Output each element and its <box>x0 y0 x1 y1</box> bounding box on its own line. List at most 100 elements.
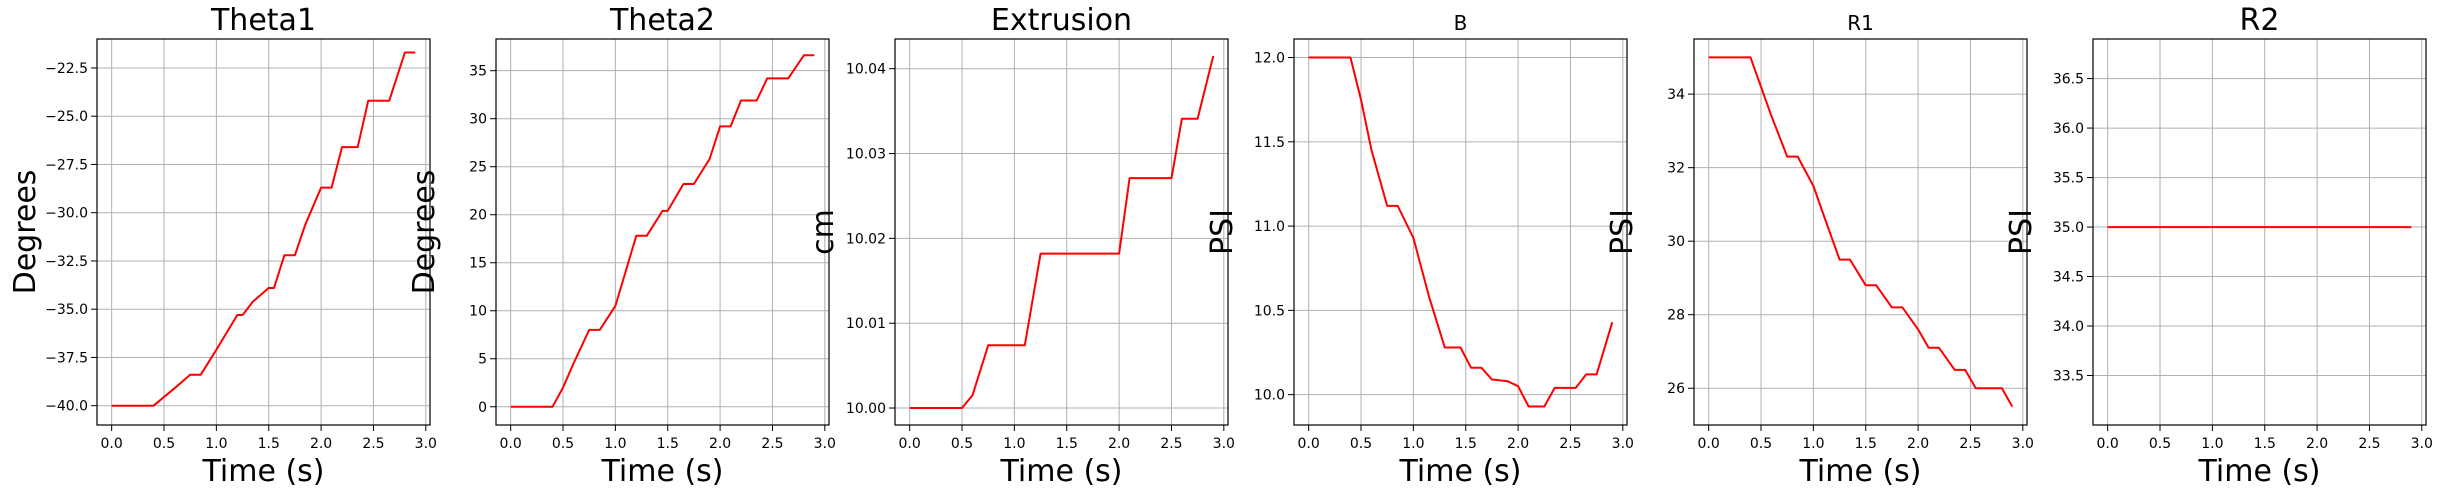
panel-2: 0.0 0.5 1.0 1.5 2.0 2.5 3.0 0 5 10 15 20 25 30 35 Theta… <box>407 3 836 489</box>
x-axis-label: Time (s) <box>601 454 724 489</box>
series-line <box>111 51 416 407</box>
y-tick-label: 10.03 <box>846 147 886 163</box>
x-tick-label: 3.0 <box>1612 436 1634 452</box>
y-tick-label: 30 <box>1667 234 1685 250</box>
y-tick-label: −35.0 <box>45 302 88 318</box>
x-tick-label: 2.5 <box>1959 436 1981 452</box>
chart-title: B <box>1454 11 1468 35</box>
x-tick-label: 1.0 <box>2201 436 2223 452</box>
series-line <box>510 54 815 408</box>
x-tick-label: 1.5 <box>1056 436 1078 452</box>
x-tick-label: 0.5 <box>1350 436 1372 452</box>
x-tick-label: 2.5 <box>1160 436 1182 452</box>
y-tick-label: 10.01 <box>846 316 886 332</box>
y-tick-label: 10.5 <box>1254 303 1285 319</box>
y-axis-label: PSI <box>1205 209 1240 255</box>
panel-1: 0.0 0.5 1.0 1.5 2.0 2.5 3.0 −40.0 −37.5 −35.0 −32.… <box>8 3 437 489</box>
chart-title: R2 <box>2240 3 2280 38</box>
axes-frame <box>2092 38 2427 426</box>
x-tick-label: 1.5 <box>657 436 679 452</box>
y-tick-label: 15 <box>469 256 487 272</box>
y-tick-label: 30 <box>469 112 487 128</box>
y-tick-label: 11.5 <box>1254 135 1285 151</box>
x-tick-label: 0.5 <box>552 436 574 452</box>
x-tick-label: 2.5 <box>362 436 384 452</box>
y-tick-label: 25 <box>469 160 487 176</box>
y-tick-label: 12.0 <box>1254 51 1285 67</box>
chart-title: R1 <box>1847 11 1874 35</box>
x-tick-label: 2.5 <box>2358 436 2380 452</box>
x-tick-label: 1.5 <box>2254 436 2276 452</box>
y-tick-label: 34 <box>1667 87 1685 103</box>
y-tick-label: 10.0 <box>1254 388 1285 404</box>
x-tick-label: 2.0 <box>1108 436 1130 452</box>
axes-frame <box>894 38 1229 426</box>
x-tick-label: 3.0 <box>1213 436 1235 452</box>
x-tick-label: 2.5 <box>1559 436 1581 452</box>
y-tick-label: 34.5 <box>2053 270 2084 286</box>
x-tick-label: 0.0 <box>500 436 522 452</box>
x-axis-label: Time (s) <box>202 454 325 489</box>
x-tick-label: 3.0 <box>2411 436 2433 452</box>
x-tick-label: 0.0 <box>101 436 123 452</box>
y-tick-label: 0 <box>478 400 487 416</box>
x-tick-label: 2.0 <box>2306 436 2328 452</box>
x-tick-label: 0.0 <box>2097 436 2119 452</box>
x-axis-label: Time (s) <box>1799 454 1922 489</box>
y-tick-label: 33.5 <box>2053 369 2084 385</box>
panel-6: 0.0 0.5 1.0 1.5 2.0 2.5 3.0 33.5 34.0 34.5 35.0 35.… <box>2004 3 2433 489</box>
y-tick-label: 35 <box>469 64 487 80</box>
y-tick-label: −27.5 <box>45 157 88 173</box>
series-line <box>909 55 1215 409</box>
y-tick-label: 10.00 <box>846 401 886 417</box>
y-axis-label: Degrees <box>407 170 442 295</box>
y-tick-label: 20 <box>469 208 487 224</box>
x-tick-label: 3.0 <box>415 436 437 452</box>
y-axis-label: PSI <box>1605 209 1640 255</box>
x-tick-label: 2.0 <box>310 436 332 452</box>
chart-title: Theta2 <box>609 3 715 38</box>
axes-frame <box>1293 38 1628 426</box>
y-tick-label: 35.5 <box>2053 171 2084 187</box>
x-axis-label: Time (s) <box>1399 454 1522 489</box>
x-tick-label: 1.5 <box>1855 436 1877 452</box>
y-tick-label: 36.0 <box>2053 121 2084 137</box>
y-axis-label: Degrees <box>8 170 43 295</box>
series-line <box>1708 56 2014 408</box>
x-tick-label: 0.0 <box>899 436 921 452</box>
x-tick-label: 3.0 <box>814 436 836 452</box>
x-tick-label: 0.5 <box>951 436 973 452</box>
series-line <box>1308 56 1614 408</box>
y-tick-label: −37.5 <box>45 350 88 366</box>
chart-title: Extrusion <box>991 3 1132 38</box>
x-tick-label: 1.5 <box>1455 436 1477 452</box>
x-tick-label: 0.0 <box>1698 436 1720 452</box>
x-tick-label: 1.0 <box>205 436 227 452</box>
y-tick-label: 35.0 <box>2053 220 2084 236</box>
x-tick-label: 1.0 <box>1802 436 1824 452</box>
y-tick-label: −32.5 <box>45 254 88 270</box>
y-tick-label: 10.04 <box>846 62 886 78</box>
axes-frame <box>495 38 830 426</box>
x-tick-label: 0.5 <box>2149 436 2171 452</box>
x-tick-label: 1.0 <box>1003 436 1025 452</box>
y-axis-label: PSI <box>2004 209 2039 255</box>
x-tick-label: 3.0 <box>2012 436 2034 452</box>
x-tick-label: 1.0 <box>604 436 626 452</box>
x-tick-label: 0.5 <box>1750 436 1772 452</box>
panel-3: 0.0 0.5 1.0 1.5 2.0 2.5 3.0 10.00 10.01 10.02 10.0… <box>806 3 1235 489</box>
y-tick-label: 28 <box>1667 308 1685 324</box>
y-tick-label: 5 <box>478 352 487 368</box>
y-tick-label: 26 <box>1667 381 1685 397</box>
y-tick-label: 11.0 <box>1254 219 1285 235</box>
x-axis-label: Time (s) <box>1000 454 1123 489</box>
y-tick-label: −30.0 <box>45 206 88 222</box>
x-tick-label: 2.0 <box>1907 436 1929 452</box>
x-tick-label: 0.0 <box>1298 436 1320 452</box>
y-tick-label: 10 <box>469 304 487 320</box>
x-tick-label: 2.0 <box>1507 436 1529 452</box>
x-tick-label: 2.5 <box>761 436 783 452</box>
y-tick-label: −40.0 <box>45 399 88 415</box>
y-tick-label: 32 <box>1667 161 1685 177</box>
